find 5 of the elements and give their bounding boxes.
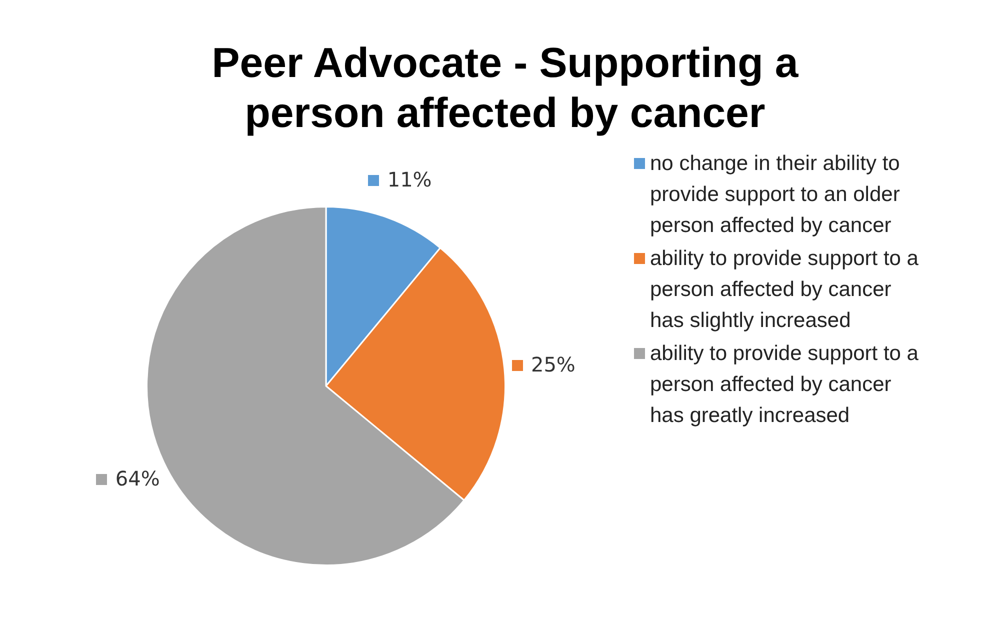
data-label: 11% [387,167,432,192]
legend-label: ability to provide support to a person affected by cancer has greatly increased [650,341,919,429]
data-label: 64% [115,466,160,490]
chart-title: Peer Advocate - Supporting a person affected by cancer [210,38,800,138]
data-label: 25% [530,352,576,377]
